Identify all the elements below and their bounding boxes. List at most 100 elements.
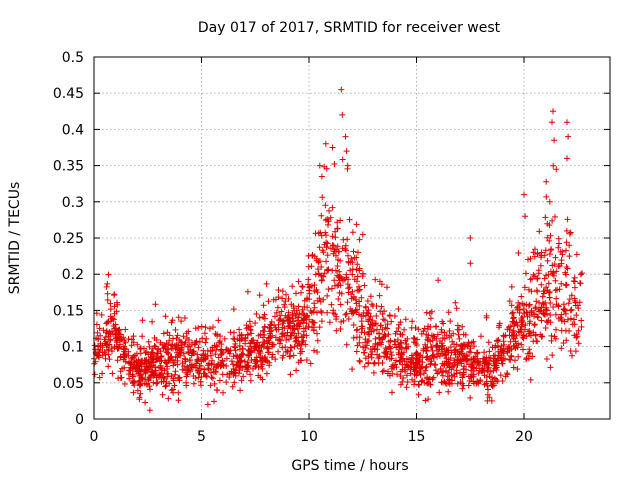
data-point: [563, 271, 569, 278]
data-point: [483, 380, 490, 387]
data-point: [356, 334, 363, 341]
data-point: [485, 364, 492, 371]
data-point: [354, 278, 360, 285]
data-point: [117, 374, 124, 381]
data-point: [457, 343, 464, 350]
data-point: [545, 289, 552, 296]
y-tick-label: 0.2: [62, 267, 84, 283]
data-point: [564, 265, 571, 272]
data-point: [547, 268, 554, 275]
data-point: [463, 353, 470, 360]
data-point: [412, 351, 419, 358]
data-point: [216, 377, 223, 384]
data-point: [447, 318, 454, 325]
data-point: [324, 309, 331, 316]
data-point: [345, 316, 352, 322]
data-point: [552, 213, 558, 220]
data-point: [439, 342, 446, 349]
data-point: [177, 338, 184, 345]
data-point: [134, 368, 141, 375]
data-point: [366, 331, 373, 338]
data-point: [366, 324, 373, 331]
data-point: [504, 370, 511, 377]
data-point: [223, 379, 230, 386]
data-point: [305, 263, 312, 270]
data-point: [336, 289, 343, 296]
data-point: [494, 337, 500, 344]
data-point: [532, 246, 538, 253]
data-point: [572, 299, 579, 306]
data-point: [298, 348, 305, 355]
data-point: [550, 162, 557, 169]
data-point: [148, 362, 155, 369]
data-point: [521, 191, 527, 198]
data-point: [361, 363, 368, 370]
data-point: [213, 346, 220, 353]
data-point: [232, 347, 239, 354]
data-point: [142, 399, 149, 406]
data-point: [107, 337, 114, 344]
data-point: [546, 222, 553, 229]
data-point: [402, 316, 409, 323]
data-point: [354, 261, 361, 268]
data-point: [131, 382, 138, 389]
data-point: [372, 335, 379, 342]
data-point: [147, 364, 153, 371]
data-point: [337, 301, 344, 308]
data-point: [541, 252, 548, 259]
data-point: [336, 268, 343, 275]
data-point: [339, 156, 346, 163]
data-point: [520, 335, 527, 342]
data-point: [181, 315, 188, 321]
data-point: [565, 133, 572, 140]
data-point: [350, 322, 357, 328]
data-point: [281, 304, 288, 311]
data-point: [443, 358, 450, 365]
data-point: [509, 310, 516, 317]
data-point: [422, 367, 429, 374]
y-tick-label: 0.45: [53, 86, 84, 102]
data-point: [283, 337, 290, 343]
data-point: [347, 267, 354, 274]
data-point: [163, 340, 170, 347]
data-point: [214, 343, 221, 350]
data-point: [197, 378, 204, 385]
data-point: [138, 371, 144, 378]
data-point: [506, 344, 513, 351]
data-point: [430, 374, 437, 381]
data-point: [382, 317, 388, 324]
data-point: [337, 326, 344, 332]
data-point: [99, 370, 106, 377]
data-point: [515, 299, 522, 306]
data-point: [297, 320, 304, 327]
data-point: [384, 284, 390, 291]
data-point: [208, 374, 215, 381]
data-point: [309, 318, 316, 325]
data-point: [195, 374, 202, 381]
data-point: [193, 338, 200, 345]
data-point: [103, 283, 110, 290]
data-point: [248, 330, 255, 337]
data-point: [260, 302, 267, 309]
data-point: [507, 323, 514, 330]
data-point: [472, 353, 479, 360]
data-point: [168, 387, 175, 394]
plot-frame: [93, 56, 611, 420]
data-point: [496, 324, 502, 331]
data-point: [257, 374, 264, 381]
data-point: [98, 311, 105, 318]
data-point: [180, 333, 187, 340]
data-point: [466, 378, 473, 384]
data-point: [552, 287, 559, 294]
data-point: [447, 344, 454, 350]
data-point: [118, 336, 125, 343]
data-point: [391, 313, 398, 319]
data-point: [299, 283, 306, 290]
data-point: [427, 381, 434, 388]
data-point: [506, 298, 513, 305]
chart-title: Day 017 of 2017, SRMTID for receiver wes…: [198, 20, 501, 36]
data-point: [539, 333, 546, 340]
data-point: [362, 345, 369, 351]
data-point: [305, 281, 311, 288]
data-point: [218, 362, 225, 369]
